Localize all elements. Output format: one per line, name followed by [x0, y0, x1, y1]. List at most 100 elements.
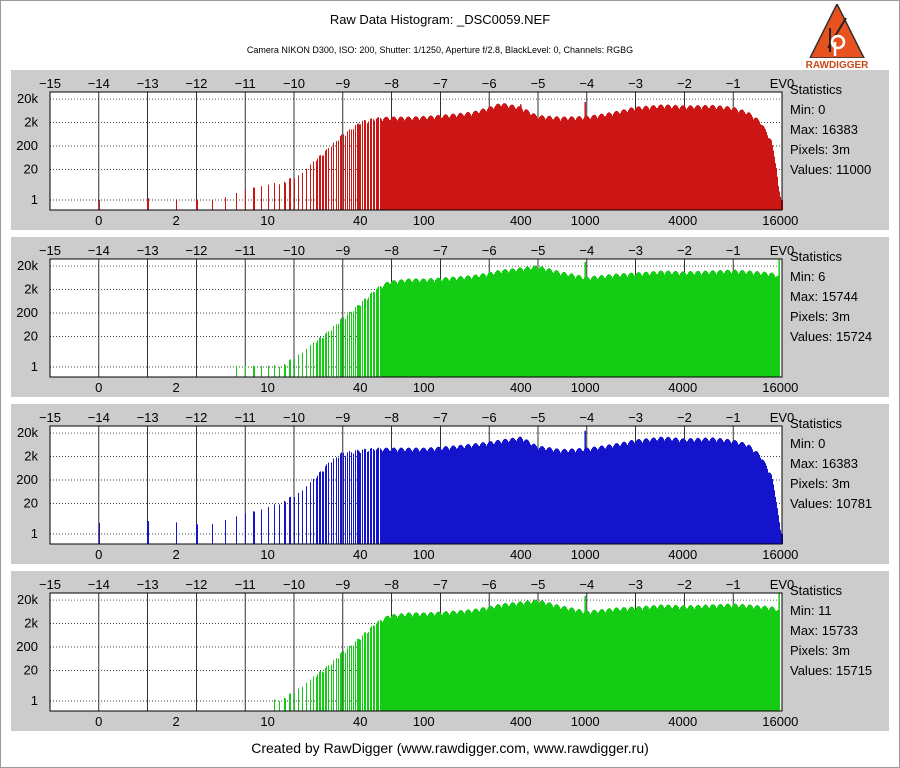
stats-max: Max: 16383 — [790, 122, 858, 137]
stats-heading: Statistics — [790, 416, 843, 431]
value-tick-label: 10 — [260, 213, 274, 228]
ev-tick-label: −3 — [628, 577, 643, 592]
plot-border — [49, 425, 783, 545]
value-tick-label: 4000 — [668, 714, 697, 729]
ev-tick-label: −5 — [531, 410, 546, 425]
histogram-plot: −15 −14 −13 −12 −11 −10 −9 −8 −7 −6 −5 −4 −3 −2 −1 EV0 0… — [16, 243, 798, 395]
stats-min: Min: 0 — [790, 102, 826, 117]
histogram-panel-g: −15 −14 −13 −12 −11 −10 −9 −8 −7 −6 −5 −4 −3 −2 −1 EV0 0… — [11, 237, 889, 397]
value-tick-label: 1000 — [571, 547, 600, 562]
ev-tick-label: −10 — [283, 410, 305, 425]
count-tick-label: 200 — [16, 472, 38, 487]
count-tick-label: 20 — [24, 328, 38, 343]
stats-heading: Statistics — [790, 583, 843, 598]
value-tick-label: 10 — [260, 714, 274, 729]
value-tick-label: 400 — [510, 380, 532, 395]
stats-pixels: Pixels: 3m — [790, 476, 850, 491]
footer-credit: Created by RawDigger (www.rawdigger.com,… — [251, 740, 649, 756]
count-tick-label: 200 — [16, 639, 38, 654]
ev-tick-label: −14 — [88, 577, 110, 592]
count-tick-label: 20k — [17, 91, 38, 106]
ev-tick-label: −9 — [335, 76, 350, 91]
histogram-panel-b: −15 −14 −13 −12 −11 −10 −9 −8 −7 −6 −5 −4 −3 −2 −1 EV0 0… — [11, 404, 889, 564]
value-tick-label: 40 — [353, 714, 367, 729]
ev-tick-label: −15 — [39, 577, 61, 592]
histogram-plot: −15 −14 −13 −12 −11 −10 −9 −8 −7 −6 −5 −4 −3 −2 −1 EV0 0… — [16, 76, 798, 228]
stats-values: Values: 10781 — [790, 496, 873, 511]
ev-tick-label: −14 — [88, 410, 110, 425]
count-tick-label: 1 — [31, 693, 38, 708]
ev-tick-label: −6 — [482, 577, 497, 592]
ev-tick-label: −10 — [283, 243, 305, 258]
stats-min: Min: 11 — [790, 603, 832, 618]
value-tick-label: 10 — [260, 380, 274, 395]
stats-max: Max: 15744 — [790, 289, 858, 304]
count-tick-label: 200 — [16, 138, 38, 153]
value-tick-label: 0 — [95, 714, 102, 729]
ev-tick-label: −13 — [137, 76, 159, 91]
stats-min: Min: 6 — [790, 269, 826, 284]
value-tick-label: 2 — [173, 714, 180, 729]
ev-tick-label: −2 — [677, 410, 692, 425]
statistics-block: Statistics Min: 11 Max: 15733 Pixels: 3m Val… — [790, 581, 872, 681]
value-tick-label: 1000 — [571, 380, 600, 395]
value-tick-label: 16000 — [762, 547, 798, 562]
value-tick-label: 40 — [353, 547, 367, 562]
ev-tick-label: −13 — [137, 577, 159, 592]
stats-heading: Statistics — [790, 249, 843, 264]
value-tick-label: 100 — [413, 714, 435, 729]
chart-subtitle: Camera NIKON D300, ISO: 200, Shutter: 1/… — [246, 45, 634, 55]
ev-tick-label: −4 — [579, 410, 594, 425]
ev-tick-label: −8 — [384, 410, 399, 425]
ev-tick-label: −15 — [39, 243, 61, 258]
stats-heading: Statistics — [790, 82, 843, 97]
chart-title: Raw Data Histogram: _DSC0059.NEF — [329, 12, 551, 27]
stats-pixels: Pixels: 3m — [790, 643, 850, 658]
count-tick-label: 2k — [24, 282, 38, 297]
ev-tick-label: −2 — [677, 577, 692, 592]
value-tick-label: 400 — [510, 213, 532, 228]
count-tick-label: 20k — [17, 258, 38, 273]
stats-values: Values: 15715 — [790, 663, 873, 678]
histogram-panel-g2: −15 −14 −13 −12 −11 −10 −9 −8 −7 −6 −5 −4 −3 −2 −1 EV0 0… — [11, 571, 889, 731]
ev-tick-label: −15 — [39, 410, 61, 425]
ev-tick-label: −6 — [482, 243, 497, 258]
ev-tick-label: −14 — [88, 243, 110, 258]
value-tick-label: 4000 — [668, 380, 697, 395]
stats-min: Min: 0 — [790, 436, 826, 451]
count-tick-label: 20 — [24, 662, 38, 677]
stats-values: Values: 15724 — [790, 329, 873, 344]
ev-tick-label: −9 — [335, 577, 350, 592]
ev-tick-label: −12 — [185, 410, 207, 425]
ev-tick-label: −8 — [384, 76, 399, 91]
ev-tick-label: −7 — [433, 243, 448, 258]
ev-tick-label: −5 — [531, 577, 546, 592]
ev-tick-label: −11 — [235, 410, 256, 425]
ev-tick-label: −12 — [185, 577, 207, 592]
value-tick-label: 0 — [95, 380, 102, 395]
ev-tick-label: −11 — [235, 76, 256, 91]
histogram-plot: −15 −14 −13 −12 −11 −10 −9 −8 −7 −6 −5 −4 −3 −2 −1 EV0 0… — [16, 577, 798, 729]
value-tick-label: 100 — [413, 547, 435, 562]
ev-tick-label: −12 — [185, 243, 207, 258]
ev-tick-label: −4 — [579, 577, 594, 592]
value-tick-label: 4000 — [668, 213, 697, 228]
count-tick-label: 20 — [24, 161, 38, 176]
ev-tick-label: −2 — [677, 243, 692, 258]
ev-tick-label: −10 — [283, 577, 305, 592]
ev-tick-label: −8 — [384, 577, 399, 592]
histogram-panel-r: −15 −14 −13 −12 −11 −10 −9 −8 −7 −6 −5 −4 −3 −2 −1 EV0 0… — [11, 70, 889, 230]
statistics-block: Statistics Min: 0 Max: 16383 Pixels: 3m Valu… — [790, 80, 871, 180]
ev-tick-label: EV0 — [770, 243, 795, 258]
histogram-plot: −15 −14 −13 −12 −11 −10 −9 −8 −7 −6 −5 −4 −3 −2 −1 EV0 0… — [16, 410, 798, 562]
value-tick-label: 16000 — [762, 714, 798, 729]
statistics-block: Statistics Min: 6 Max: 15744 Pixels: 3m Valu… — [790, 247, 872, 347]
value-tick-label: 100 — [413, 213, 435, 228]
ev-tick-label: EV0 — [770, 410, 795, 425]
ev-tick-label: −2 — [677, 76, 692, 91]
logo-text: RAWDIGGER — [806, 60, 868, 70]
ev-tick-label: −10 — [283, 76, 305, 91]
ev-tick-label: −6 — [482, 76, 497, 91]
value-tick-label: 400 — [510, 547, 532, 562]
value-tick-label: 0 — [95, 213, 102, 228]
